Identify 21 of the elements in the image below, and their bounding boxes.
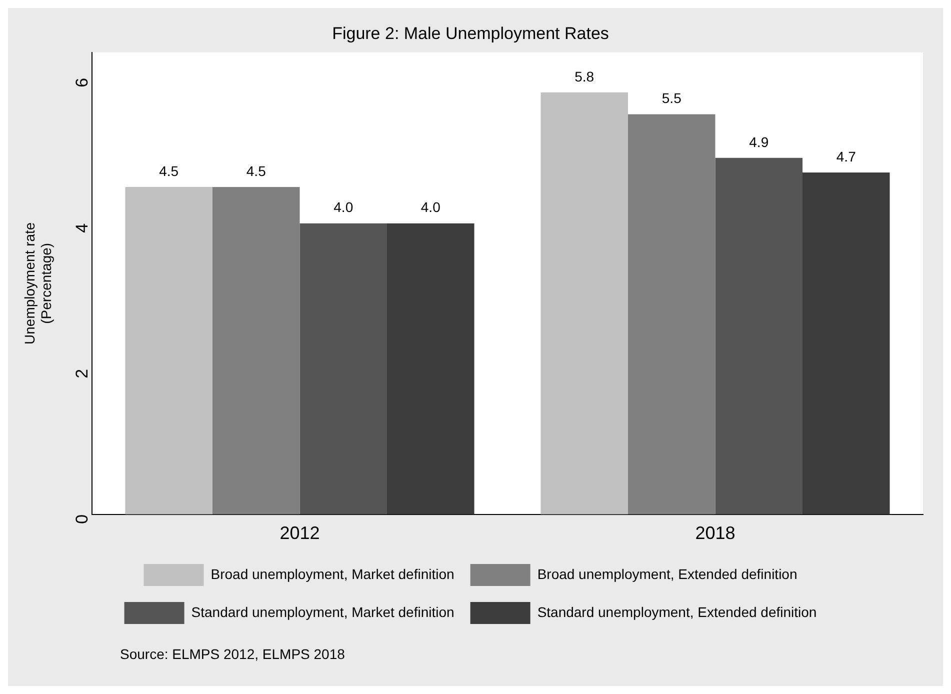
- data-label: 5.5: [662, 90, 682, 106]
- y-tick-label: 4: [72, 223, 92, 233]
- legend-label: Broad unemployment, Extended definition: [537, 566, 798, 582]
- data-label: 4.9: [749, 134, 769, 150]
- chart-title: Figure 2: Male Unemployment Rates: [332, 24, 609, 43]
- y-axis-title: Unemployment rate (Percentage): [21, 222, 54, 344]
- legend-label: Standard unemployment, Market definition: [191, 604, 454, 620]
- data-label: 4.5: [159, 162, 179, 179]
- data-label: 4.7: [836, 148, 856, 164]
- x-tick-label: 2012: [280, 523, 320, 544]
- data-label: 4.0: [334, 199, 354, 216]
- source-note: Source: ELMPS 2012, ELMPS 2018: [120, 646, 346, 662]
- y-tick-label: 0: [72, 514, 92, 524]
- x-tick-label: 2018: [695, 523, 736, 544]
- data-label: 5.8: [574, 68, 594, 84]
- legend-label: Broad unemployment, Market definition: [210, 566, 454, 582]
- data-label: 4.0: [420, 199, 441, 216]
- data-label: 4.5: [246, 162, 266, 179]
- y-tick-label: 2: [72, 368, 92, 378]
- legend-label: Standard unemployment, Extended definition: [537, 604, 817, 620]
- y-tick-label: 6: [72, 78, 92, 88]
